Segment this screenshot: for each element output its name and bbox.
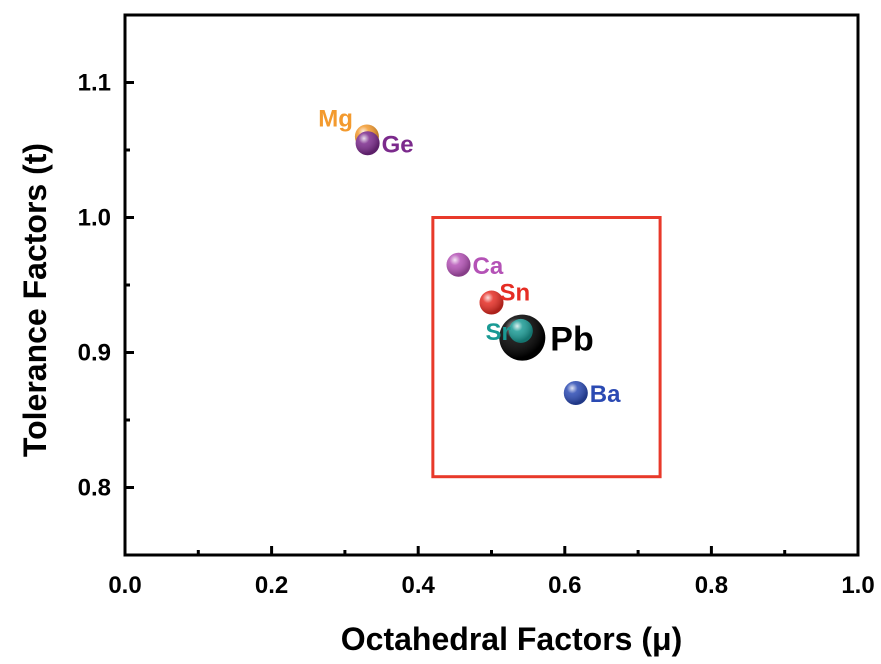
y-tick-label: 0.8 xyxy=(78,475,111,502)
y-tick-label: 0.9 xyxy=(78,340,111,367)
point-shine-ge xyxy=(355,131,380,156)
point-label-ge: Ge xyxy=(382,131,414,158)
x-tick-label: 0.8 xyxy=(695,572,728,599)
point-label-ca: Ca xyxy=(473,253,504,280)
point-label-sn: Sn xyxy=(500,280,531,307)
point-shine-sr xyxy=(508,318,533,343)
x-tick-label: 0.0 xyxy=(108,572,141,599)
y-tick-label: 1.1 xyxy=(78,70,111,97)
point-label-ba: Ba xyxy=(590,381,621,408)
x-tick-label: 0.2 xyxy=(255,572,288,599)
point-label-pb: Pb xyxy=(550,321,593,359)
y-axis-label: Tolerance Factors (t) xyxy=(17,143,53,457)
point-shine-ca xyxy=(446,252,471,277)
point-label-mg: Mg xyxy=(318,106,353,133)
x-tick-label: 0.4 xyxy=(402,572,436,599)
highlight-box xyxy=(431,216,662,479)
point-shine-sn xyxy=(479,290,504,315)
y-tick-label: 1.0 xyxy=(78,205,111,232)
x-tick-label: 1.0 xyxy=(841,572,874,599)
plot-frame xyxy=(123,13,860,557)
x-axis-label: Octahedral Factors (μ) xyxy=(341,621,682,657)
point-label-sr: Sr xyxy=(485,319,510,346)
x-tick-label: 0.6 xyxy=(548,572,581,599)
point-shine-ba xyxy=(563,381,588,405)
